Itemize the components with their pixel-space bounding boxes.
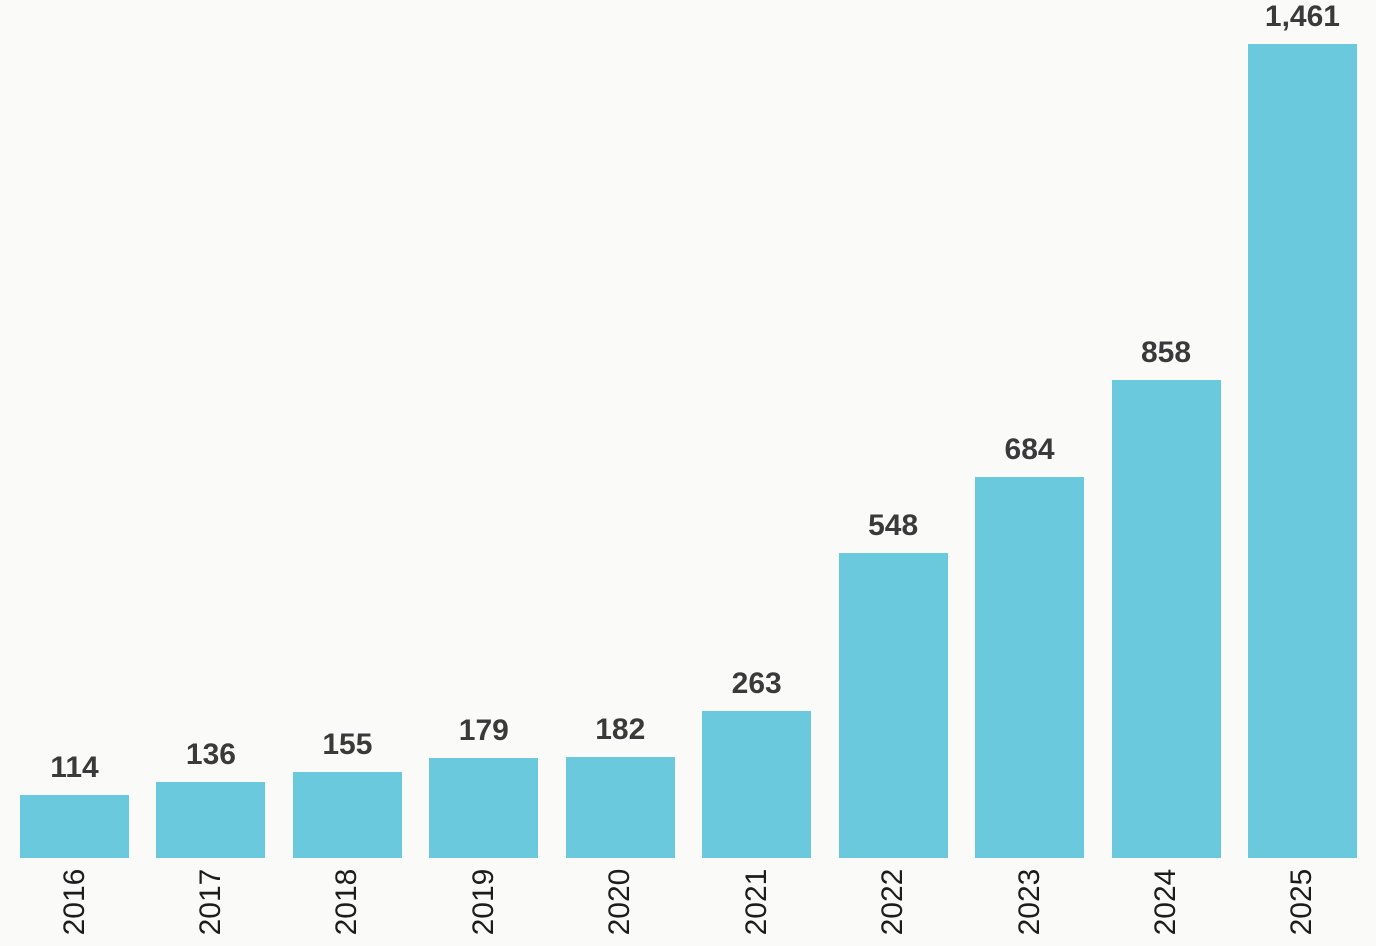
bar [975, 476, 1085, 858]
bar [702, 711, 812, 858]
bar-value-label: 114 [50, 750, 99, 784]
plot-area: 114 2016 136 2017 155 2018 179 2019 182 2020 263 20… [20, 0, 1357, 935]
x-tick-label: 2019 [466, 868, 500, 936]
x-tick-label: 2024 [1149, 868, 1182, 936]
bar [565, 756, 675, 858]
bar-value-label: 182 [595, 712, 646, 746]
x-tick: 2021 [702, 858, 811, 946]
bar-column: 155 2018 [292, 0, 402, 935]
x-tick-label: 2017 [193, 868, 227, 936]
x-tick: 2016 [20, 858, 129, 946]
bar-column: 1,461 2025 [1247, 0, 1357, 935]
x-tick: 2023 [975, 858, 1084, 946]
x-tick: 2017 [156, 858, 265, 946]
bar-column: 263 2021 [702, 0, 812, 935]
bar [429, 758, 539, 858]
bar-value-label: 1,461 [1264, 0, 1340, 33]
bar-value-label: 136 [185, 738, 236, 772]
bar [20, 794, 129, 858]
bar-value-label: 548 [868, 508, 919, 542]
bar-column: 136 2017 [156, 0, 266, 935]
bar [156, 782, 266, 858]
bar-value-label: 684 [1004, 432, 1055, 466]
x-tick-label: 2023 [1012, 868, 1046, 936]
x-tick: 2024 [1112, 858, 1221, 946]
x-tick-label: 2021 [739, 868, 773, 936]
bar-column: 182 2020 [565, 0, 675, 935]
bar [292, 771, 402, 858]
x-tick: 2022 [839, 858, 948, 946]
bar-value-label: 155 [322, 727, 373, 761]
bar-column: 858 2024 [1111, 0, 1221, 935]
x-tick-label: 2022 [876, 868, 910, 936]
x-tick: 2018 [293, 858, 402, 946]
x-tick: 2019 [429, 858, 538, 946]
x-tick-label: 2020 [603, 868, 637, 936]
bar-value-label: 858 [1140, 335, 1192, 369]
bar [838, 552, 948, 858]
bar-column: 179 2019 [429, 0, 539, 935]
bar [1111, 379, 1221, 858]
x-tick: 2020 [566, 858, 675, 946]
x-tick-label: 2016 [57, 868, 91, 936]
bar-column: 548 2022 [838, 0, 948, 935]
bar-value-label: 263 [731, 667, 782, 701]
x-tick-label: 2025 [1285, 868, 1319, 936]
x-tick: 2025 [1248, 858, 1357, 946]
bar-column: 114 2016 [20, 0, 129, 935]
bar-column: 684 2023 [975, 0, 1085, 935]
x-tick-label: 2018 [330, 868, 364, 936]
bar [1247, 44, 1357, 858]
bar-value-label: 179 [458, 714, 509, 748]
